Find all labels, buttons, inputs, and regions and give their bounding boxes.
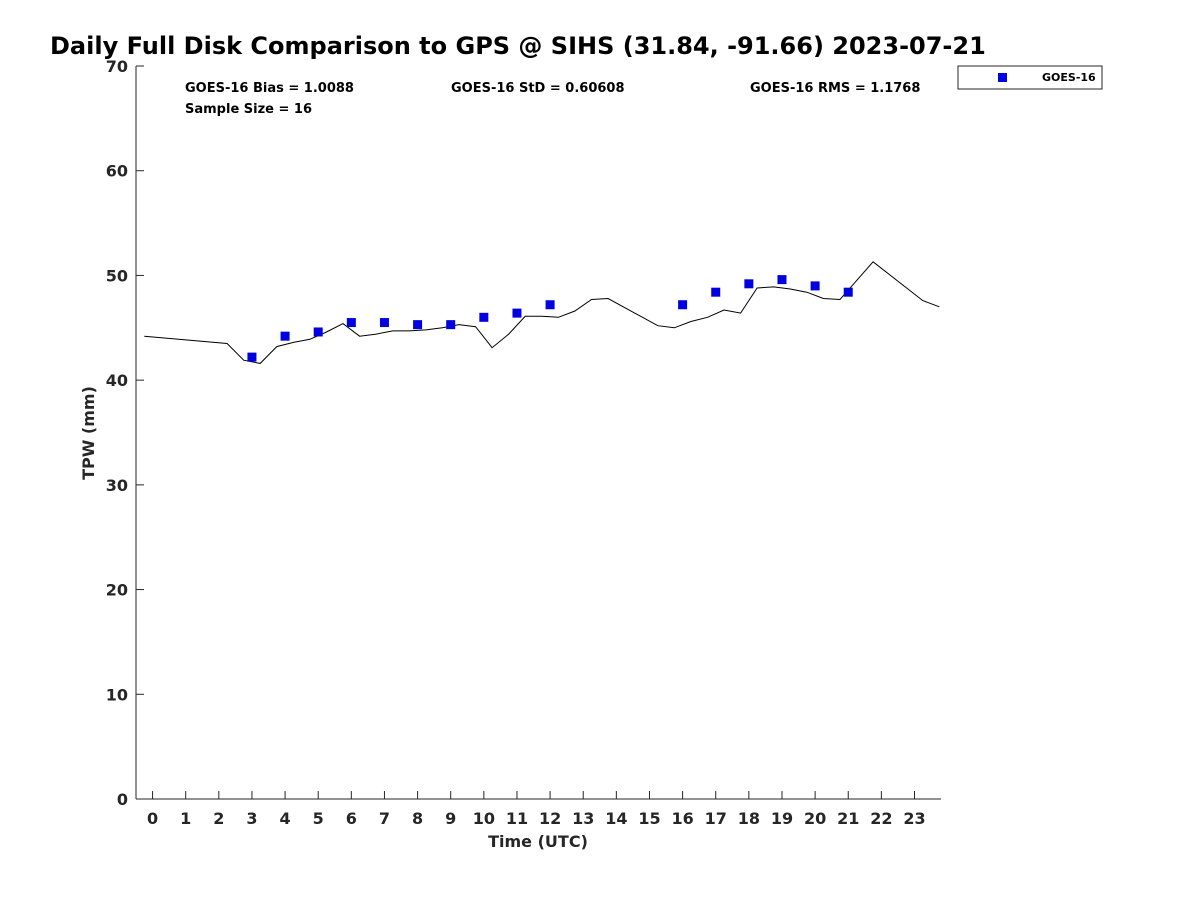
x-tick-label: 20 — [804, 809, 826, 828]
goes16-point — [280, 331, 290, 341]
y-tick-label: 0 — [117, 790, 128, 809]
stat-std: GOES-16 StD = 0.60608 — [451, 81, 625, 96]
goes16-point — [777, 275, 787, 285]
x-tick-label: 18 — [738, 809, 760, 828]
x-tick-label: 21 — [837, 809, 859, 828]
x-tick-label: 6 — [346, 809, 357, 828]
y-tick-label: 50 — [106, 266, 128, 285]
x-tick-label: 9 — [445, 809, 456, 828]
stat-rms: GOES-16 RMS = 1.1768 — [750, 81, 920, 96]
goes16-point — [744, 279, 754, 289]
x-tick-label: 2 — [213, 809, 224, 828]
x-tick-label: 17 — [705, 809, 727, 828]
goes16-point — [843, 287, 853, 297]
x-tick-label: 11 — [506, 809, 528, 828]
goes16-point — [247, 352, 257, 362]
x-tick-label: 23 — [903, 809, 925, 828]
y-tick-label: 20 — [106, 581, 128, 600]
goes16-point — [711, 287, 721, 297]
x-tick-label: 10 — [473, 809, 495, 828]
x-tick-label: 7 — [379, 809, 390, 828]
x-tick-label: 0 — [147, 809, 158, 828]
goes16-point — [379, 318, 389, 328]
x-axis-label: Time (UTC) — [488, 832, 588, 851]
gps-series-line — [144, 261, 940, 364]
y-tick-label: 60 — [106, 162, 128, 181]
goes16-point — [545, 300, 555, 310]
chart-title: Daily Full Disk Comparison to GPS @ SIHS… — [50, 32, 986, 60]
y-tick-label: 30 — [106, 476, 128, 495]
x-tick-label: 19 — [771, 809, 793, 828]
stat-sample-size: Sample Size = 16 — [185, 102, 312, 117]
x-tick-label: 8 — [412, 809, 423, 828]
x-tick-label: 13 — [572, 809, 594, 828]
goes16-point — [810, 281, 820, 291]
ticks: 0 1 2 3 4 5 6 7 8 9 10 11 12 13 14 15 16 17 18 19 20 21 22 2301… — [106, 57, 926, 828]
x-tick-label: 14 — [605, 809, 627, 828]
x-tick-label: 22 — [870, 809, 892, 828]
stat-bias: GOES-16 Bias = 1.0088 — [185, 81, 354, 96]
series-layer — [144, 261, 940, 364]
legend-box — [957, 65, 1103, 90]
x-tick-label: 4 — [280, 809, 291, 828]
x-tick-label: 12 — [539, 809, 561, 828]
legend-label: GOES-16 — [1042, 71, 1096, 84]
x-tick-label: 5 — [313, 809, 324, 828]
y-axis-label: TPW (mm) — [79, 386, 98, 480]
goes16-point — [346, 318, 356, 328]
x-tick-label: 1 — [180, 809, 191, 828]
x-tick-label: 15 — [638, 809, 660, 828]
goes16-point — [512, 308, 522, 318]
y-tick-label: 40 — [106, 371, 128, 390]
goes16-point — [413, 320, 423, 330]
goes16-point — [479, 312, 489, 322]
goes16-point — [313, 327, 323, 337]
y-tick-label: 70 — [106, 57, 128, 76]
axes — [135, 66, 941, 800]
y-tick-label: 10 — [106, 685, 128, 704]
x-tick-label: 3 — [246, 809, 257, 828]
goes16-point — [678, 300, 688, 310]
legend-marker — [998, 73, 1007, 82]
legend: GOES-16 — [957, 65, 1103, 90]
x-tick-label: 16 — [671, 809, 693, 828]
goes16-point — [446, 320, 456, 330]
